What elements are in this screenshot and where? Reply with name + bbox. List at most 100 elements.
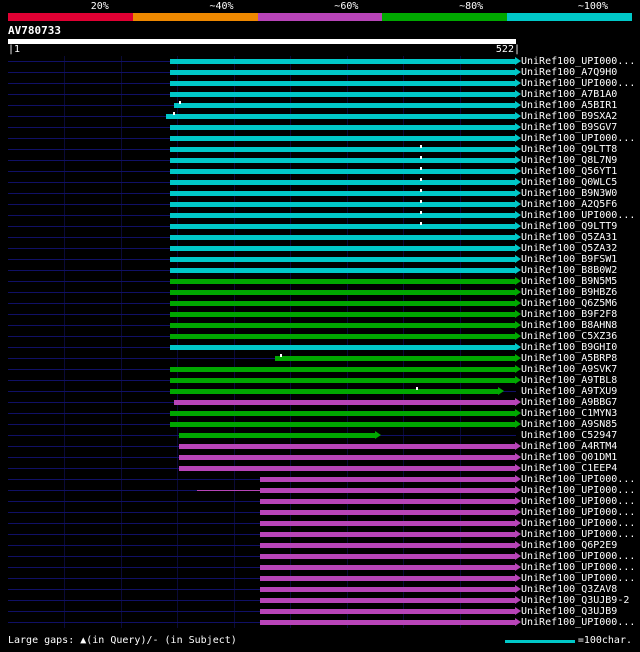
alignment-bar[interactable] (169, 367, 516, 372)
hit-label[interactable]: UniRef100_UPI000... (521, 56, 636, 67)
alignment-bar[interactable] (174, 400, 516, 405)
alignment-bar[interactable] (169, 136, 516, 141)
hit-label[interactable]: UniRef100_Q6P2E9 (521, 540, 618, 551)
alignment-bar[interactable] (179, 455, 515, 460)
alignment-bar[interactable] (169, 191, 516, 196)
hit-label[interactable]: UniRef100_Q5ZA31 (521, 232, 618, 243)
alignment-bar[interactable] (260, 620, 516, 625)
hit-label[interactable]: UniRef100_UPI000... (521, 573, 636, 584)
alignment-bar[interactable] (260, 510, 516, 515)
hit-label[interactable]: UniRef100_UPI000... (521, 507, 636, 518)
alignment-bar[interactable] (169, 301, 516, 306)
hit-label[interactable]: UniRef100_Q01DM1 (521, 452, 618, 463)
alignment-bar[interactable] (260, 488, 516, 493)
hit-label[interactable]: UniRef100_UPI000... (521, 78, 636, 89)
hit-label[interactable]: UniRef100_Q5ZA32 (521, 243, 618, 254)
alignment-bar[interactable] (179, 433, 375, 438)
hit-label[interactable]: UniRef100_UPI000... (521, 210, 636, 221)
alignment-bar[interactable] (169, 202, 516, 207)
hit-label[interactable]: UniRef100_UPI000... (521, 529, 636, 540)
hit-label[interactable]: UniRef100_B9N3W0 (521, 188, 618, 199)
hit-label[interactable]: UniRef100_B8B0W2 (521, 265, 618, 276)
hit-label[interactable]: UniRef100_UPI000... (521, 474, 636, 485)
hit-label[interactable]: UniRef100_Q3ZAV8 (521, 584, 618, 595)
hit-label[interactable]: UniRef100_UPI000... (521, 485, 636, 496)
hit-label[interactable]: UniRef100_UPI000... (521, 551, 636, 562)
alignment-bar[interactable] (260, 543, 516, 548)
hit-label[interactable]: UniRef100_C5XZ36 (521, 331, 618, 342)
hit-label[interactable]: UniRef100_C1EEP4 (521, 463, 618, 474)
alignment-bar[interactable] (179, 444, 515, 449)
alignment-bar[interactable] (169, 81, 516, 86)
hit-label[interactable]: UniRef100_Q8L7N9 (521, 155, 618, 166)
hit-label[interactable]: UniRef100_B9GHI0 (521, 342, 618, 353)
alignment-bar[interactable] (169, 246, 516, 251)
alignment-bar[interactable] (260, 554, 516, 559)
alignment-bar[interactable] (169, 323, 516, 328)
alignment-bar[interactable] (169, 290, 516, 295)
alignment-bar[interactable] (169, 334, 516, 339)
alignment-bar[interactable] (169, 422, 516, 427)
alignment-bar[interactable] (169, 158, 516, 163)
alignment-bar[interactable] (260, 565, 516, 570)
hit-label[interactable]: UniRef100_B8AHN8 (521, 320, 618, 331)
hit-label[interactable]: UniRef100_B9SGV7 (521, 122, 618, 133)
hit-label[interactable]: UniRef100_UPI000... (521, 518, 636, 529)
hit-label[interactable]: UniRef100_B9HBZ6 (521, 287, 618, 298)
hit-label[interactable]: UniRef100_A7Q9H0 (521, 67, 618, 78)
hit-label[interactable]: UniRef100_UPI000... (521, 133, 636, 144)
hit-label[interactable]: UniRef100_A5BIR1 (521, 100, 618, 111)
alignment-bar[interactable] (260, 587, 516, 592)
hit-label[interactable]: UniRef100_B9SXA2 (521, 111, 618, 122)
alignment-bar[interactable] (169, 147, 516, 152)
hit-label[interactable]: UniRef100_UPI000... (521, 496, 636, 507)
alignment-bar[interactable] (260, 576, 516, 581)
hit-label[interactable]: UniRef100_Q3UJB9 (521, 606, 618, 617)
hit-label[interactable]: UniRef100_Q3UJB9-2 (521, 595, 630, 606)
hit-label[interactable]: UniRef100_B9N5M5 (521, 276, 618, 287)
hit-label[interactable]: UniRef100_C1MYN3 (521, 408, 618, 419)
alignment-bar[interactable] (169, 235, 516, 240)
hit-label[interactable]: UniRef100_A9BBG7 (521, 397, 618, 408)
alignment-bar[interactable] (169, 345, 516, 350)
alignment-bar[interactable] (274, 356, 516, 361)
alignment-bar[interactable] (179, 466, 515, 471)
alignment-bar[interactable] (169, 70, 516, 75)
alignment-bar[interactable] (174, 103, 516, 108)
alignment-bar[interactable] (260, 609, 516, 614)
alignment-bar[interactable] (169, 224, 516, 229)
alignment-bar[interactable] (169, 59, 516, 64)
hit-label[interactable]: UniRef100_A7B1A0 (521, 89, 618, 100)
hit-label[interactable]: UniRef100_B9F2F8 (521, 309, 618, 320)
hit-label[interactable]: UniRef100_Q6Z5M6 (521, 298, 618, 309)
alignment-bar[interactable] (165, 114, 515, 119)
hit-label[interactable]: UniRef100_Q0WLC5 (521, 177, 618, 188)
hit-label[interactable]: UniRef100_A9TBL8 (521, 375, 618, 386)
alignment-bar[interactable] (260, 521, 516, 526)
alignment-bar[interactable] (169, 279, 516, 284)
hit-label[interactable]: UniRef100_B9FSW1 (521, 254, 618, 265)
hit-label[interactable]: UniRef100_UPI000... (521, 617, 636, 628)
alignment-bar[interactable] (260, 477, 516, 482)
alignment-bar[interactable] (169, 411, 516, 416)
hit-label[interactable]: UniRef100_C52947 (521, 430, 618, 441)
alignment-bar[interactable] (260, 532, 516, 537)
alignment-bar[interactable] (169, 180, 516, 185)
hit-label[interactable]: UniRef100_UPI000... (521, 562, 636, 573)
alignment-bar[interactable] (260, 499, 516, 504)
hit-label[interactable]: UniRef100_Q9LTT9 (521, 221, 618, 232)
alignment-bar[interactable] (260, 598, 516, 603)
alignment-bar[interactable] (169, 378, 516, 383)
alignment-bar[interactable] (169, 92, 516, 97)
alignment-bar[interactable] (169, 125, 516, 130)
hit-label[interactable]: UniRef100_Q9LTT8 (521, 144, 618, 155)
alignment-bar[interactable] (169, 257, 516, 262)
alignment-bar[interactable] (169, 312, 516, 317)
hit-label[interactable]: UniRef100_A9TXU9 (521, 386, 618, 397)
hit-label[interactable]: UniRef100_A5BRP8 (521, 353, 618, 364)
hit-label[interactable]: UniRef100_A9SVK7 (521, 364, 618, 375)
hit-label[interactable]: UniRef100_A4RTM4 (521, 441, 618, 452)
alignment-bar[interactable] (169, 389, 499, 394)
alignment-bar[interactable] (169, 169, 516, 174)
alignment-bar[interactable] (169, 268, 516, 273)
